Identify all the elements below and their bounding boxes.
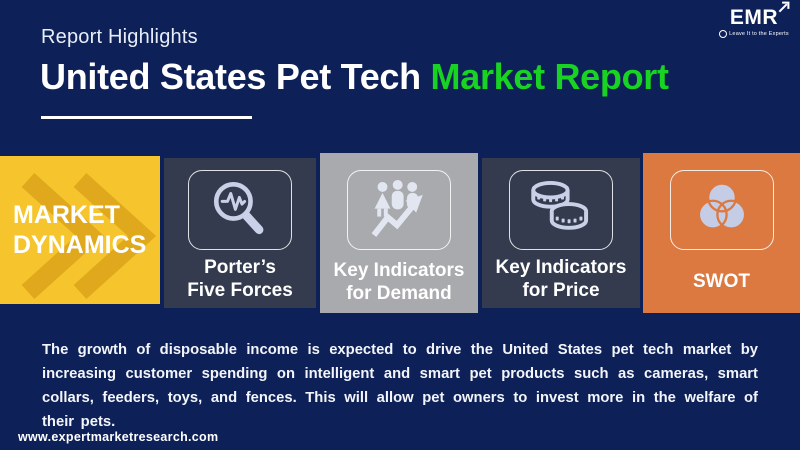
card-title: SWOT [693,271,750,292]
card-title: Porter’s Five Forces [187,257,293,301]
double-chevron-right-icon [21,172,157,300]
card-porters-five-forces: Porter’s Five Forces [164,158,316,308]
logo-tagline: Leave It to the Experts [729,31,789,37]
category-band: MARKET DYNAMICS Porter’s Five Forces [0,153,800,313]
gear-icon [719,30,728,38]
venn-circles-icon [669,170,774,250]
eyebrow-text: Report Highlights [41,26,198,48]
coin-stacks-icon [509,170,613,250]
card-title: Key Indicators for Demand [333,259,465,304]
card-key-indicators-demand: Key Indicators for Demand [320,153,478,313]
title-green-part: Market Report [430,56,669,97]
card-title: Key Indicators for Price [495,257,627,301]
people-growth-arrow-icon [347,170,451,250]
magnifier-pulse-icon [188,170,292,250]
market-dynamics-box: MARKET DYNAMICS [0,156,160,304]
title-white-part: United States Pet Tech [40,56,431,97]
card-key-indicators-price: Key Indicators for Price [482,158,640,308]
summary-paragraph: The growth of disposable income is expec… [42,342,758,430]
arrow-up-right-icon [778,1,790,13]
card-swot: SWOT [643,153,800,313]
logo-text: EMR [729,6,779,29]
market-dynamics-label: MARKET DYNAMICS [13,200,147,259]
title-underline [41,116,252,119]
footer-website-link[interactable]: www.expertmarketresearch.com [18,430,219,444]
page-title: United States Pet Tech Market Report [40,56,669,98]
emr-logo[interactable]: EMR Leave It to the Experts [715,1,793,38]
